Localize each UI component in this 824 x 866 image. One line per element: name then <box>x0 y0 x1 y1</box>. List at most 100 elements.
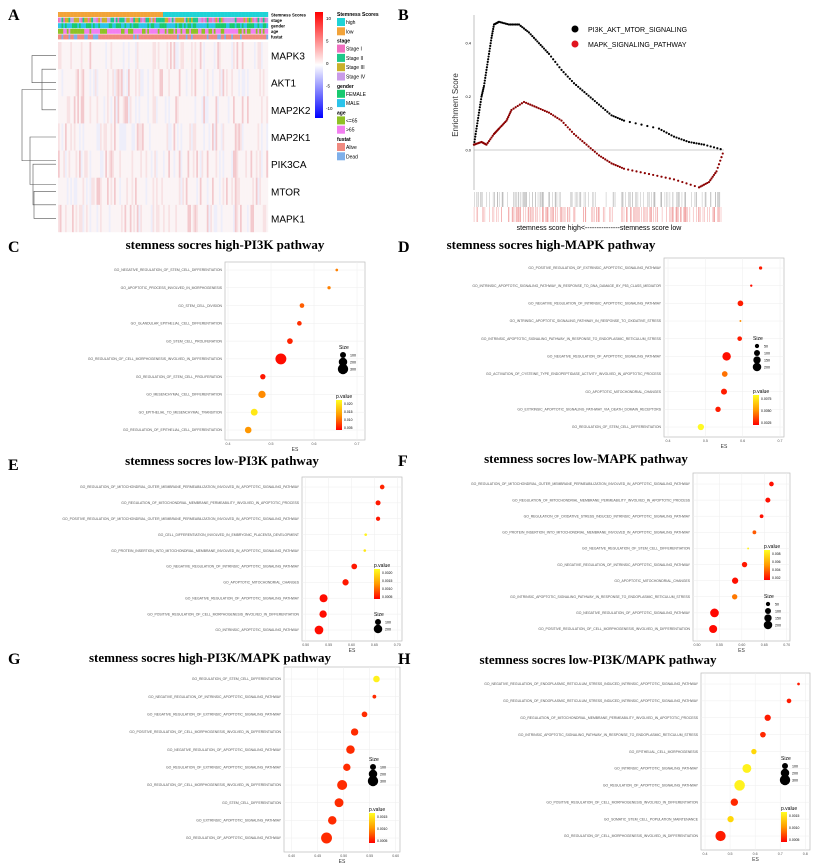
annotation-cell <box>164 28 167 34</box>
dot-go-negative-regulation-of-extrinsic-apoptotic-signaling-pathway <box>361 711 368 718</box>
heatmap-cell <box>129 204 132 233</box>
annotation-cell <box>266 28 269 34</box>
annotation-cell <box>252 23 255 29</box>
annotation-cell <box>224 28 227 34</box>
annotation-cell <box>266 12 269 17</box>
es-point <box>706 144 709 147</box>
annotation-cell <box>105 28 108 34</box>
heatmap-cell <box>84 69 87 97</box>
heatmap-cell <box>159 204 162 233</box>
annotation-cell <box>80 17 83 23</box>
annotation-cell <box>233 28 235 34</box>
heatmap-cell <box>152 123 155 151</box>
term-label: GO_POSITIVE_REGULATION_OF_CELL_MORPHOGEN… <box>129 730 281 734</box>
heatmap-cell <box>222 204 225 233</box>
pvalue-colorbar <box>764 550 770 580</box>
es-point <box>562 121 565 124</box>
annotation-cell <box>143 23 146 29</box>
annotation-cell <box>115 28 118 34</box>
heatmap-cell <box>68 42 71 70</box>
heatmap-cell <box>180 204 183 233</box>
heatmap-cell <box>187 42 190 70</box>
es-point <box>690 141 693 144</box>
es-point <box>490 36 493 39</box>
es-point <box>483 79 486 82</box>
heatmap-cell <box>107 123 109 151</box>
es-point <box>519 24 522 27</box>
x-tick-label: 0.8 <box>803 852 808 856</box>
annotation-cell <box>84 17 87 23</box>
es-point <box>484 76 487 80</box>
term-label: GO_NEGATIVE_REGULATION_OF_INTRINSIC_APOP… <box>148 695 281 699</box>
annotation-cell <box>72 23 74 29</box>
annotation-cell <box>122 28 125 34</box>
heatmap-cell <box>68 150 71 178</box>
heatmap-cell <box>171 150 174 178</box>
heatmap-cell <box>194 42 197 70</box>
heatmap-cell <box>196 96 199 124</box>
colorbar-tick: -10 <box>326 106 333 111</box>
heatmap-cell <box>142 150 144 178</box>
annotation-cell <box>178 34 181 40</box>
annotation-cell <box>68 17 71 23</box>
heatmap-cell <box>140 204 143 233</box>
annotation-cell <box>243 17 246 23</box>
es-point <box>595 101 599 104</box>
annotation-cell <box>108 28 111 34</box>
heatmap-cell <box>112 177 115 206</box>
annotation-cell <box>149 12 151 17</box>
annotation-cell <box>101 23 104 29</box>
heatmap-cell <box>226 177 228 206</box>
annotation-cell <box>241 28 244 34</box>
annotation-cell <box>110 28 113 34</box>
heatmap-cell <box>217 150 220 178</box>
term-label: GO_PROTEIN_INSERTION_INTO_MITOCHONDRIAL_… <box>111 549 300 553</box>
heatmap-cell <box>231 69 234 97</box>
heatmap-cell <box>261 96 263 124</box>
heatmap-cell <box>257 69 260 97</box>
heatmap-cell <box>178 177 181 206</box>
heatmap-cell <box>185 96 188 124</box>
term-label: GO_EXTRINSIC_APOPTOTIC_SIGNALING_PATHWAY <box>196 819 282 823</box>
heatmap-cell <box>122 123 125 151</box>
heatmap-cell <box>192 96 195 124</box>
heatmap-cell <box>257 96 260 124</box>
es-point <box>647 172 651 176</box>
annotation-cell <box>156 17 158 23</box>
es-point <box>547 52 551 55</box>
annotation-cell <box>79 34 81 40</box>
es-point <box>531 34 534 38</box>
annotation-cell <box>133 23 136 29</box>
heatmap-cell <box>236 204 239 233</box>
heatmap-cell <box>70 177 73 206</box>
annotation-cell <box>254 17 256 23</box>
annotation-cell <box>161 17 164 23</box>
es-point <box>709 179 712 182</box>
es-point <box>579 138 582 141</box>
heatmap-cell <box>108 204 111 233</box>
annotation-cell <box>180 12 183 17</box>
es-point <box>486 141 489 144</box>
heatmap-cell <box>82 123 85 151</box>
dot-go-negative-regulation-of-apoptotic-signaling-pathway <box>722 352 731 361</box>
heatmap-cell <box>191 42 193 70</box>
heatmap-cell <box>220 150 223 178</box>
term-label: GO_REGULATION_OF_CELL_MORPHOGENESIS_INVO… <box>88 357 223 361</box>
heatmap-cell <box>219 42 221 70</box>
heatmap-cell <box>192 42 195 70</box>
heatmap-cell <box>105 150 108 178</box>
annotation-cell <box>220 12 223 17</box>
dot-go-glandular-epithelial-cell-differentiation <box>297 321 302 326</box>
heatmap-cell <box>135 42 137 70</box>
annotation-cell <box>140 23 143 29</box>
heatmap-cell <box>233 177 235 206</box>
heatmap-cell <box>170 204 172 233</box>
es-point <box>675 136 678 139</box>
heatmap-cell <box>171 96 174 124</box>
es-point <box>612 163 615 166</box>
annotation-cell <box>240 28 242 34</box>
x-axis-label: ES <box>738 648 745 654</box>
heatmap-cell <box>124 96 127 124</box>
heatmap-cell <box>224 69 227 97</box>
annotation-cell <box>82 17 85 23</box>
